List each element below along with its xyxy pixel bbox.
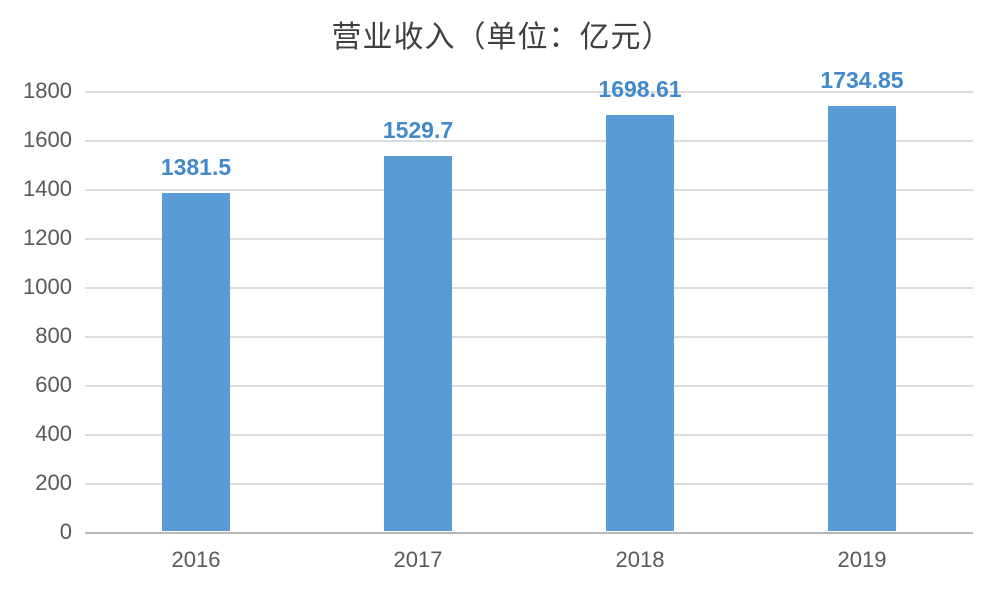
- bar-2016: [162, 192, 230, 531]
- x-tick-label: 2018: [615, 547, 665, 572]
- x-tick-label: 2019: [837, 547, 887, 572]
- x-tick-label: 2016: [171, 547, 221, 572]
- gridline: [85, 189, 973, 191]
- bar-2017: [384, 156, 452, 531]
- y-tick-label: 400: [35, 421, 72, 446]
- bar-2019: [828, 105, 896, 531]
- y-tick-label: 1800: [23, 78, 72, 103]
- y-tick-label: 200: [35, 470, 72, 495]
- y-tick-label: 800: [35, 323, 72, 348]
- bar-value-label: 1381.5: [160, 153, 232, 180]
- y-tick-label: 1200: [23, 225, 72, 250]
- gridline: [85, 483, 973, 485]
- y-tick-label: 1600: [23, 127, 72, 152]
- x-tick-label: 2017: [393, 547, 443, 572]
- gridline: [85, 336, 973, 338]
- gridline: [85, 385, 973, 387]
- bar-value-label: 1698.61: [598, 75, 682, 102]
- y-tick-label: 600: [35, 372, 72, 397]
- x-axis-line: [85, 532, 973, 534]
- plot-area: [85, 91, 973, 534]
- y-tick-label: 0: [59, 519, 72, 544]
- y-tick-label: 1400: [23, 176, 72, 201]
- bar-value-label: 1529.7: [382, 117, 454, 144]
- gridline: [85, 287, 973, 289]
- bar-value-label: 1734.85: [820, 66, 904, 93]
- chart-title: 营业收入（单位：亿元）: [331, 21, 673, 54]
- gridline: [85, 140, 973, 142]
- gridline: [85, 434, 973, 436]
- bar-2018: [606, 114, 674, 531]
- gridline: [85, 91, 973, 93]
- gridline: [85, 238, 973, 240]
- y-tick-label: 1000: [23, 274, 72, 299]
